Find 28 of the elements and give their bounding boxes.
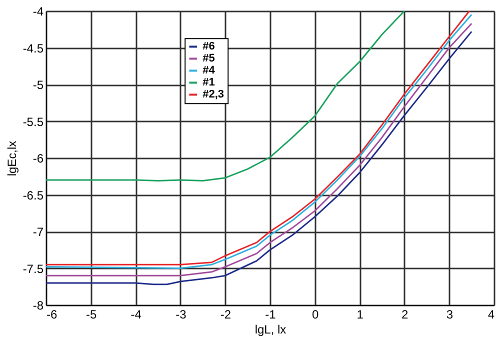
y-tick-label: -4 [32, 4, 44, 18]
x-tick-label: 0 [312, 308, 319, 322]
y-tick-label: -6 [32, 152, 44, 166]
x-tick-label: 4 [488, 308, 495, 322]
x-tick-label: -1 [265, 308, 276, 322]
y-tick-label: -7 [32, 225, 44, 239]
x-tick-label: 3 [446, 308, 454, 322]
x-tick-label: -2 [220, 308, 232, 322]
x-tick-label: -4 [130, 308, 142, 322]
x-tick-label: -3 [176, 308, 187, 322]
legend-label: #1 [202, 76, 215, 89]
x-tick-label: 1 [356, 308, 364, 322]
y-tick-label: -4.5 [22, 41, 44, 56]
y-tick-label: -7.5 [22, 262, 44, 276]
legend-label: #4 [202, 64, 216, 77]
legend-label: #2,3 [202, 88, 224, 101]
legend-label: #6 [202, 40, 215, 53]
x-axis-title: lgL, lx [254, 322, 286, 336]
y-tick-label: -8 [32, 298, 44, 312]
y-tick-label: -5 [32, 78, 44, 92]
line-series [45, 10, 406, 182]
legend-label: #5 [202, 52, 215, 65]
x-tick-label: 2 [402, 308, 409, 322]
x-tick-label: -6 [46, 308, 58, 322]
y-axis-title: lgEc,lx [4, 140, 19, 176]
x-tick-label: -5 [86, 308, 97, 322]
y-tick-label: -6.5 [22, 188, 44, 202]
y-tick-label: -5.5 [22, 114, 44, 129]
